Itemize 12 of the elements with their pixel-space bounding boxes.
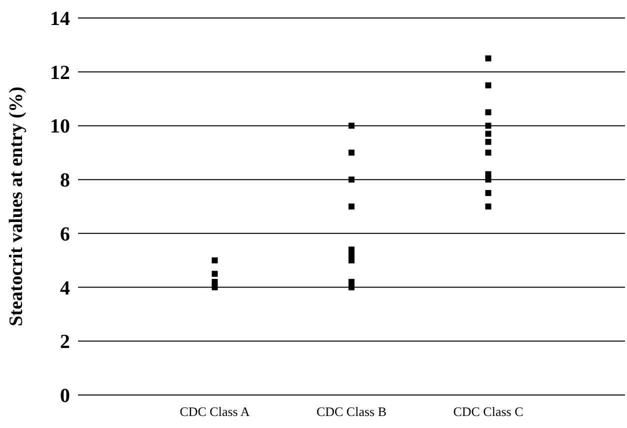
x-tick-label: CDC Class C	[453, 404, 524, 419]
x-tick-label: CDC Class A	[180, 404, 250, 419]
x-tick-label: CDC Class B	[316, 404, 387, 419]
y-tick-label: 6	[60, 223, 70, 246]
y-tick-label: 10	[50, 116, 70, 138]
y-tick-label: 8	[60, 170, 70, 192]
y-tick-label: 2	[60, 331, 70, 354]
y-tick-label: 4	[60, 277, 70, 300]
y-axis-title: Steatocrit values at entry (%)	[6, 86, 27, 326]
y-tick-label: 14	[50, 8, 70, 30]
y-tick-label: 0	[60, 385, 70, 407]
y-tick-label: 12	[50, 62, 70, 84]
